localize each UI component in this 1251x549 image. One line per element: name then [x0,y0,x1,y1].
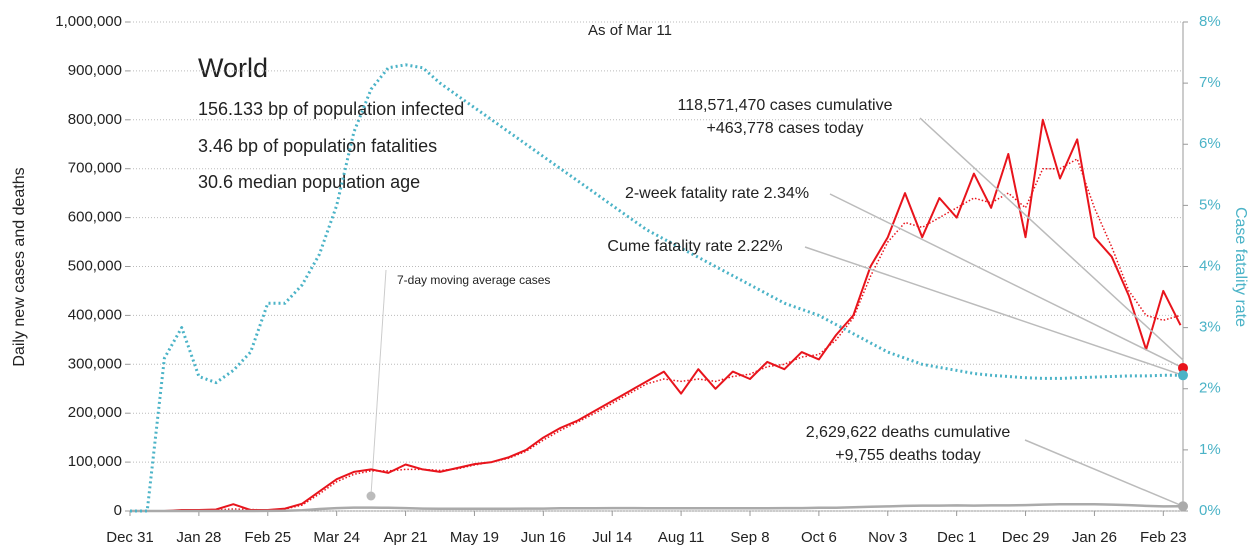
leader-line [919,117,1184,361]
marker [1178,501,1188,512]
y-tick-label: 600,000 [68,209,122,226]
x-tick-label: Jan 26 [1072,529,1117,546]
marker [1178,370,1188,381]
annotation: 2,629,622 deaths cumulative [806,424,1011,441]
info-line: 156.133 bp of population infected [198,99,464,119]
y2-axis-label: Case fatality rate [1232,207,1249,327]
annotation: 118,571,470 cases cumulative [678,97,893,114]
y-tick-label: 500,000 [68,257,122,274]
leader-line [804,246,1184,377]
y2-tick-label: 1% [1199,441,1221,458]
leader-line [370,269,387,496]
y-axis-label: Daily new cases and deaths [11,167,28,366]
x-tick-label: Apr 21 [383,529,427,546]
y-tick-label: 400,000 [68,306,122,323]
y2-tick-label: 3% [1199,319,1221,336]
marker [1178,362,1188,373]
x-tick-label: May 19 [450,529,499,546]
y2-tick-label: 0% [1199,502,1221,519]
y2-tick-label: 7% [1199,74,1221,91]
x-tick-label: Dec 29 [1002,529,1050,546]
x-tick-label: Nov 3 [868,529,907,546]
x-tick-label: Aug 11 [658,529,704,546]
leader-line [829,193,1184,369]
label-anchor [366,491,376,501]
y2-tick-label: 6% [1199,135,1221,152]
leader-line [1024,439,1184,507]
y2-tick-label: 2% [1199,380,1221,397]
chart-title: World [198,53,268,83]
x-tick-label: Jan 28 [176,529,221,546]
series-line [130,118,1182,512]
info-line: 3.46 bp of population fatalities [198,136,437,156]
y-tick-label: 1,000,000 [55,13,122,30]
x-tick-label: Feb 23 [1140,529,1187,546]
y2-tick-label: 8% [1199,13,1221,30]
y-tick-label: 800,000 [68,111,122,128]
legend-label: 7-day moving average cases [397,273,550,287]
x-tick-label: Oct 6 [801,529,837,546]
annotation: +463,778 cases today [706,120,863,137]
y-tick-label: 200,000 [68,404,122,421]
x-tick-label: Dec 1 [937,529,976,546]
y-tick-label: 0 [114,502,122,519]
y-tick-label: 100,000 [68,453,122,470]
series-line [130,158,1181,512]
info-line: 30.6 median population age [198,172,420,192]
x-tick-label: Sep 8 [730,529,769,546]
annotation: 2-week fatality rate 2.34% [625,185,809,202]
x-tick-label: Jul 14 [592,529,632,546]
x-tick-label: Feb 25 [244,529,291,546]
annotation: Cume fatality rate 2.22% [607,238,782,255]
x-tick-label: Dec 31 [106,529,154,546]
annotation: +9,755 deaths today [835,447,980,464]
subtitle: As of Mar 11 [588,22,672,39]
series-line [130,502,1181,513]
x-tick-label: Mar 24 [313,529,360,546]
y2-tick-label: 5% [1199,196,1221,213]
y-tick-label: 900,000 [68,62,122,79]
x-tick-label: Jun 16 [521,529,566,546]
y-tick-label: 700,000 [68,160,122,177]
series-line [130,63,1181,513]
y-tick-label: 300,000 [68,355,122,372]
y2-tick-label: 4% [1199,257,1221,274]
